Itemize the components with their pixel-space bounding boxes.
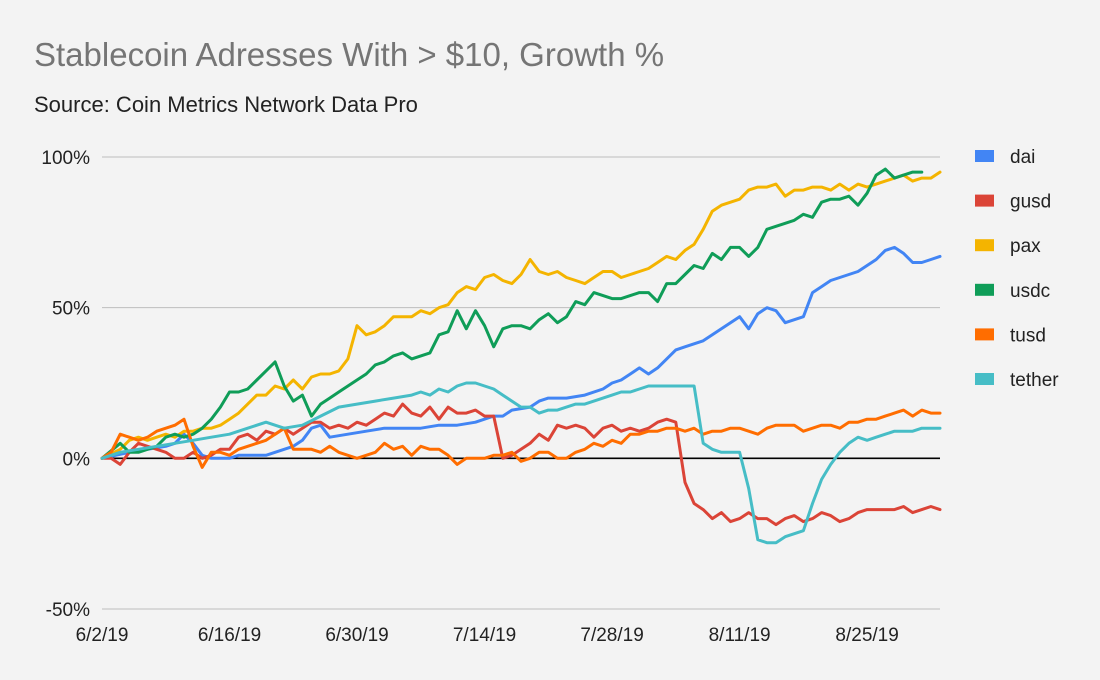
series-line-gusd [100, 402, 942, 527]
legend-layer: dai gusd pax usdc tusd tether [975, 147, 1059, 391]
legend-swatch-usdc [975, 283, 994, 296]
y-tick-label: -50% [46, 600, 90, 621]
x-tick-label: 8/25/19 [835, 625, 898, 646]
legend-swatch-pax [975, 239, 994, 252]
x-tick-label: 6/16/19 [198, 625, 261, 646]
grid-layer [102, 156, 940, 610]
legend-label-tusd: tusd [1010, 325, 1046, 346]
legend-label-gusd: gusd [1010, 192, 1051, 213]
legend-label-tether: tether [1010, 370, 1059, 391]
series-line-pax [100, 170, 942, 460]
x-tick-label: 7/28/19 [580, 625, 643, 646]
series-line-dai [100, 245, 942, 460]
chart-subtitle: Source: Coin Metrics Network Data Pro [34, 92, 418, 117]
series-line-tether [100, 381, 942, 545]
chart-title: Stablecoin Adresses With > $10, Growth % [34, 36, 665, 73]
axis-layer: 100% 50% 0% -50% 6/2/19 6/16/19 6/30/19 7/14/19… [41, 148, 898, 646]
legend-label-dai: dai [1010, 147, 1035, 168]
legend-swatch-gusd [975, 194, 994, 207]
x-tick-label: 6/30/19 [325, 625, 388, 646]
x-tick-label: 8/11/19 [709, 625, 771, 646]
x-tick-label: 6/2/19 [76, 625, 129, 646]
x-tick-label: 7/14/19 [453, 625, 516, 646]
y-tick-label: 50% [52, 299, 90, 320]
series-line-tusd [100, 408, 942, 469]
series-line-usdc [100, 167, 924, 460]
legend-swatch-tusd [975, 328, 994, 341]
series-layer [100, 167, 942, 545]
y-tick-label: 100% [41, 148, 90, 169]
y-tick-label: 0% [63, 449, 91, 470]
legend-label-pax: pax [1010, 236, 1041, 257]
legend-label-usdc: usdc [1010, 281, 1050, 302]
legend-swatch-tether [975, 373, 994, 385]
legend-swatch-dai [975, 150, 994, 162]
